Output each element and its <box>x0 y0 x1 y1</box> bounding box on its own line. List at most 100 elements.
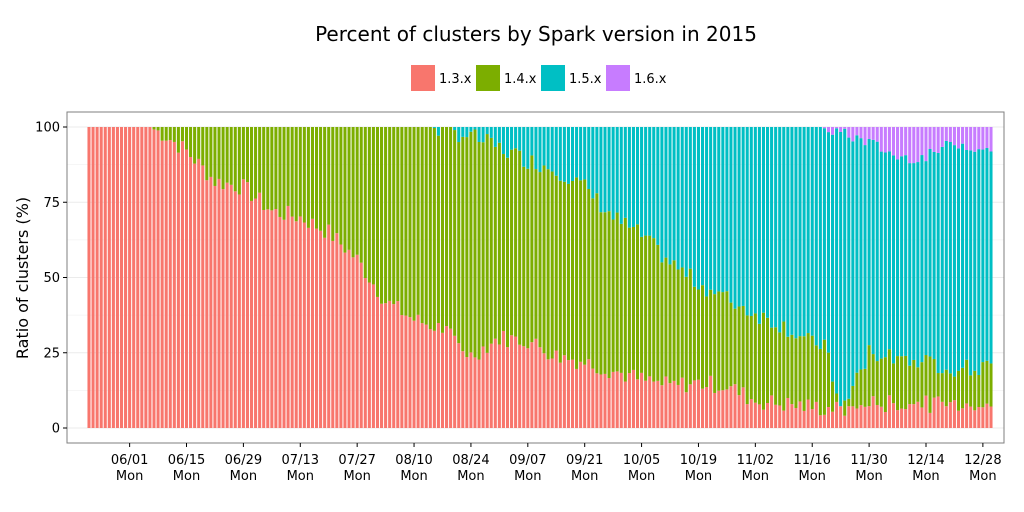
bar-1-4-x <box>424 127 428 325</box>
bar-1-3-x <box>258 192 262 428</box>
bar-1-4-x <box>164 127 168 141</box>
bar-1-3-x <box>339 244 343 428</box>
bar-1-4-x <box>717 291 721 391</box>
bar-1-3-x <box>839 406 843 428</box>
bar-1-4-x <box>205 127 209 181</box>
bar-1-4-x <box>152 127 156 130</box>
bar-1-5-x <box>664 127 668 258</box>
bar-1-3-x <box>351 257 355 428</box>
bar-1-5-x <box>798 127 802 337</box>
bar-1-3-x <box>977 407 981 428</box>
bar-1-4-x <box>229 127 233 185</box>
bar-1-4-x <box>197 127 201 159</box>
y-tick-label: 100 <box>35 121 60 136</box>
bar-1-5-x <box>505 127 510 158</box>
bar-1-4-x <box>351 127 355 258</box>
bar-1-5-x <box>554 127 558 176</box>
legend-swatch-16x <box>606 65 630 91</box>
bar-1-3-x <box>538 347 542 428</box>
bar-1-3-x <box>392 304 396 428</box>
bar-1-4-x <box>343 127 347 253</box>
bar-1-3-x <box>176 152 180 429</box>
x-tick-label-date: 08/10 <box>395 453 432 468</box>
bar-1-4-x <box>973 370 977 411</box>
legend-swatch-14x <box>476 65 500 91</box>
x-tick-label-day: Mon <box>742 469 769 484</box>
bar-1-5-x <box>660 127 664 263</box>
bar-1-5-x <box>705 127 709 297</box>
bar-1-6-x <box>887 127 891 152</box>
bar-1-4-x <box>392 127 396 305</box>
bar-1-3-x <box>835 401 839 428</box>
bar-1-5-x <box>550 127 554 172</box>
bar-1-5-x <box>879 151 883 359</box>
bar-1-3-x <box>627 373 631 428</box>
bar-1-5-x <box>684 127 688 277</box>
bar-1-3-x <box>306 227 310 428</box>
bar-1-5-x <box>753 127 757 314</box>
bar-1-5-x <box>871 139 875 355</box>
bar-1-3-x <box>156 130 160 429</box>
bar-1-4-x <box>668 264 672 384</box>
bar-1-3-x <box>298 216 302 428</box>
bar-1-3-x <box>241 179 245 428</box>
bar-1-5-x <box>619 127 623 224</box>
bar-1-4-x <box>725 291 729 390</box>
bar-1-4-x <box>684 276 688 393</box>
bar-1-3-x <box>449 328 453 428</box>
bar-1-3-x <box>944 406 948 428</box>
bar-1-4-x <box>615 212 619 372</box>
bar-1-4-x <box>948 373 952 403</box>
bar-1-3-x <box>193 163 197 428</box>
bar-1-4-x <box>412 127 416 321</box>
bar-1-5-x <box>640 127 644 237</box>
bar-1-3-x <box>676 384 680 428</box>
x-tick-label-date: 12/14 <box>907 453 944 468</box>
bar-1-6-x <box>944 127 948 141</box>
bar-1-4-x <box>688 268 692 385</box>
bar-1-4-x <box>928 356 932 413</box>
bar-1-3-x <box>729 386 733 428</box>
bar-1-4-x <box>583 179 587 365</box>
bar-1-3-x <box>99 127 103 428</box>
bar-1-4-x <box>160 127 164 141</box>
bar-1-3-x <box>473 357 477 428</box>
bar-1-5-x <box>615 127 619 213</box>
bar-1-5-x <box>558 127 562 181</box>
bar-1-5-x <box>477 127 481 142</box>
bar-1-3-x <box>831 411 835 428</box>
bar-1-3-x <box>327 224 331 428</box>
bar-1-3-x <box>940 401 944 428</box>
bar-1-5-x <box>790 127 794 335</box>
bar-1-5-x <box>908 163 912 366</box>
bar-1-3-x <box>798 401 802 428</box>
bar-1-5-x <box>912 163 916 360</box>
bar-1-3-x <box>737 395 741 428</box>
bar-1-3-x <box>323 237 327 428</box>
bar-1-5-x <box>546 127 550 170</box>
bar-1-4-x <box>266 127 270 210</box>
bar-1-3-x <box>688 384 692 428</box>
bar-1-5-x <box>887 151 891 350</box>
bar-1-4-x <box>562 181 566 356</box>
bar-1-4-x <box>770 327 774 396</box>
bar-1-4-x <box>932 358 936 398</box>
bar-1-4-x <box>306 127 310 228</box>
bar-1-5-x <box>575 127 579 178</box>
bar-1-4-x <box>453 130 457 336</box>
bar-1-5-x <box>822 128 826 340</box>
bar-1-3-x <box>428 329 432 428</box>
bar-1-5-x <box>648 127 652 236</box>
bar-1-4-x <box>315 127 319 229</box>
x-tick-label-date: 11/02 <box>737 453 774 468</box>
bar-1-5-x <box>579 127 583 181</box>
bar-1-4-x <box>449 127 453 329</box>
bar-1-6-x <box>859 127 863 139</box>
bar-1-3-x <box>635 379 640 428</box>
bar-1-5-x <box>948 142 952 374</box>
bar-1-4-x <box>323 127 327 238</box>
bar-1-6-x <box>900 127 904 157</box>
bar-1-5-x <box>778 127 782 333</box>
bar-1-3-x <box>229 184 233 428</box>
bar-1-3-x <box>623 381 627 428</box>
